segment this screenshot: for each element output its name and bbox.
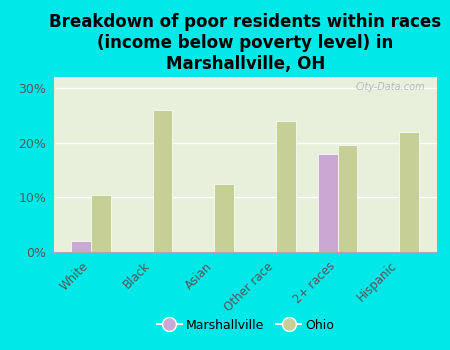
Bar (72, 241, 91, 252)
Legend: Marshallville, Ohio: Marshallville, Ohio (152, 314, 339, 337)
Bar (153, 110, 172, 252)
Bar (400, 132, 419, 252)
Bar (338, 145, 357, 252)
Text: City-Data.com: City-Data.com (356, 82, 425, 92)
Bar (91, 195, 111, 252)
Bar (276, 121, 296, 252)
Bar (318, 154, 338, 252)
Title: Breakdown of poor residents within races
(income below poverty level) in
Marshal: Breakdown of poor residents within races… (49, 13, 441, 73)
Bar (214, 184, 234, 252)
